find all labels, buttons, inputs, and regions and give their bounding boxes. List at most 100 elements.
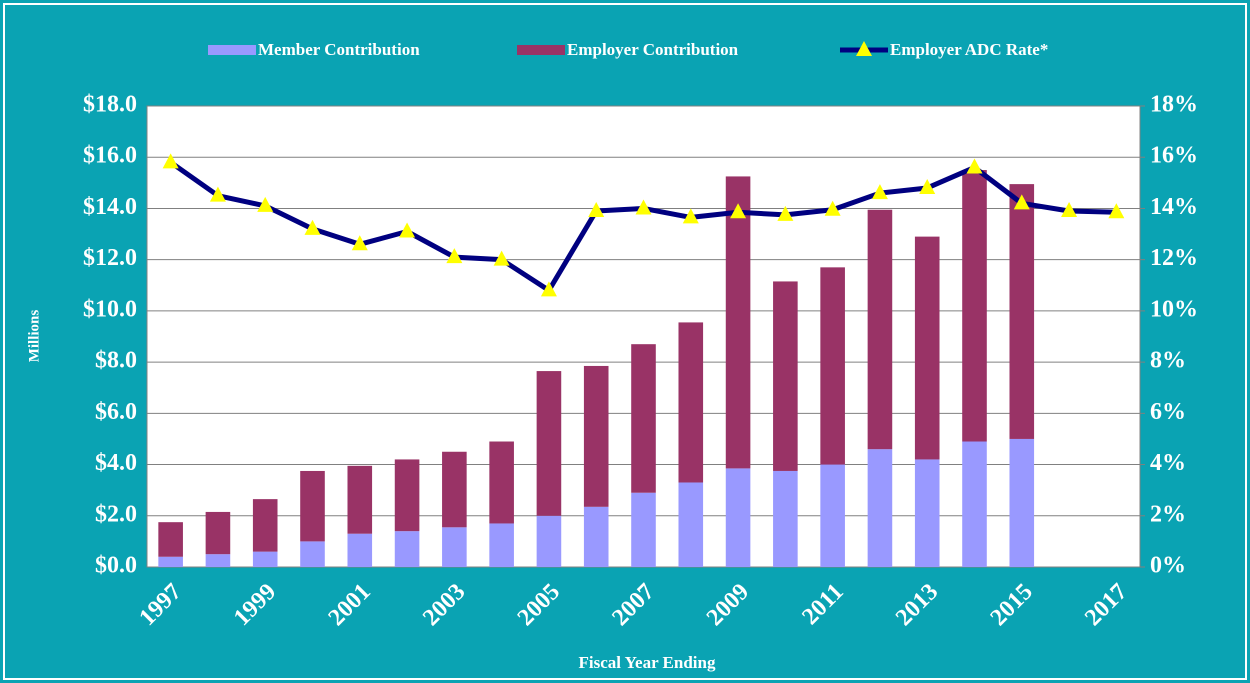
bar (158, 522, 183, 557)
marker (966, 158, 983, 174)
y2-tick-label: 14% (1150, 194, 1198, 220)
y2-tick-label: 18% (1150, 92, 1198, 118)
marker (682, 208, 699, 224)
legend-swatch (517, 45, 565, 55)
x-tick-label: 2011 (797, 579, 848, 630)
marker (399, 222, 416, 238)
y2-tick-label: 16% (1150, 143, 1198, 169)
bar (394, 459, 420, 532)
bar (1009, 438, 1035, 567)
x-tick-label: 2017 (1080, 579, 1132, 631)
x-tick-label: 1997 (134, 579, 186, 631)
bar (962, 441, 987, 567)
bar (489, 523, 514, 567)
y2-tick-label: 0% (1150, 553, 1186, 579)
bar (583, 365, 609, 507)
marker (824, 200, 841, 216)
bar (1009, 184, 1035, 439)
y2-tick-label: 10% (1150, 296, 1198, 322)
bar (536, 371, 562, 516)
marker (257, 196, 274, 212)
y2-tick-label: 6% (1150, 399, 1186, 425)
marker (919, 178, 936, 194)
bar (300, 541, 325, 567)
legend-swatch (208, 45, 256, 55)
marker (162, 153, 179, 169)
frame (3, 3, 1247, 680)
legend-label: Employer ADC Rate* (890, 40, 1048, 59)
marker (209, 186, 226, 202)
bar (158, 556, 183, 567)
marker (1061, 202, 1078, 218)
bar (820, 464, 845, 567)
legend-marker (856, 41, 872, 56)
bar (583, 506, 609, 567)
y-tick-label: $18.0 (83, 92, 137, 118)
marker (1013, 194, 1030, 210)
marker (635, 199, 652, 215)
marker (588, 202, 605, 218)
y-tick-label: $2.0 (95, 501, 137, 527)
y-tick-label: $14.0 (83, 194, 137, 220)
bar (205, 511, 231, 555)
marker (304, 219, 321, 235)
bar (252, 499, 278, 552)
y-tick-label: $4.0 (95, 450, 137, 476)
bar (489, 441, 514, 524)
x-axis-label: Fiscal Year Ending (579, 653, 716, 672)
bar (347, 533, 373, 567)
bar (442, 451, 467, 528)
bar (962, 170, 987, 442)
marker (446, 248, 463, 264)
y2-tick-label: 12% (1150, 245, 1198, 271)
legend-label: Member Contribution (258, 40, 420, 59)
bar (820, 267, 845, 465)
bar (773, 470, 798, 567)
y-tick-label: $6.0 (95, 399, 137, 425)
bar (678, 322, 704, 483)
y-tick-label: $10.0 (83, 296, 137, 322)
bar (536, 515, 562, 567)
y2-tick-label: 4% (1150, 450, 1186, 476)
bar (347, 465, 373, 534)
x-tick-label: 2005 (513, 579, 565, 631)
bar (300, 470, 325, 542)
marker (540, 281, 557, 297)
bar (914, 236, 940, 460)
y-axis-label: Millions (26, 310, 42, 363)
y2-tick-label: 8% (1150, 348, 1186, 374)
bar (678, 482, 704, 567)
bar (631, 344, 656, 493)
bar (725, 176, 751, 469)
x-tick-label: 1999 (229, 579, 281, 631)
y-tick-label: $0.0 (95, 553, 137, 579)
legend-label: Employer Contribution (567, 40, 739, 59)
marker (1108, 203, 1125, 219)
y-tick-label: $8.0 (95, 348, 137, 374)
bar (725, 468, 751, 567)
marker (871, 184, 888, 200)
x-tick-label: 2009 (702, 579, 754, 631)
marker (730, 203, 747, 219)
y-tick-label: $12.0 (83, 245, 137, 271)
bar (914, 459, 940, 567)
bar (394, 531, 420, 567)
x-tick-label: 2001 (324, 579, 376, 631)
bar (205, 554, 231, 567)
bar (867, 449, 893, 567)
x-tick-label: 2015 (986, 579, 1038, 631)
x-tick-label: 2003 (418, 579, 470, 631)
bar (442, 527, 467, 567)
bar (773, 281, 798, 471)
bar (252, 551, 278, 567)
x-tick-label: 2013 (891, 579, 943, 631)
bar (631, 492, 656, 567)
marker (493, 250, 510, 266)
y-tick-label: $16.0 (83, 143, 137, 169)
y2-tick-label: 2% (1150, 501, 1186, 527)
marker (351, 235, 368, 251)
marker (777, 205, 794, 221)
x-tick-label: 2007 (607, 579, 659, 631)
bar (867, 209, 893, 450)
